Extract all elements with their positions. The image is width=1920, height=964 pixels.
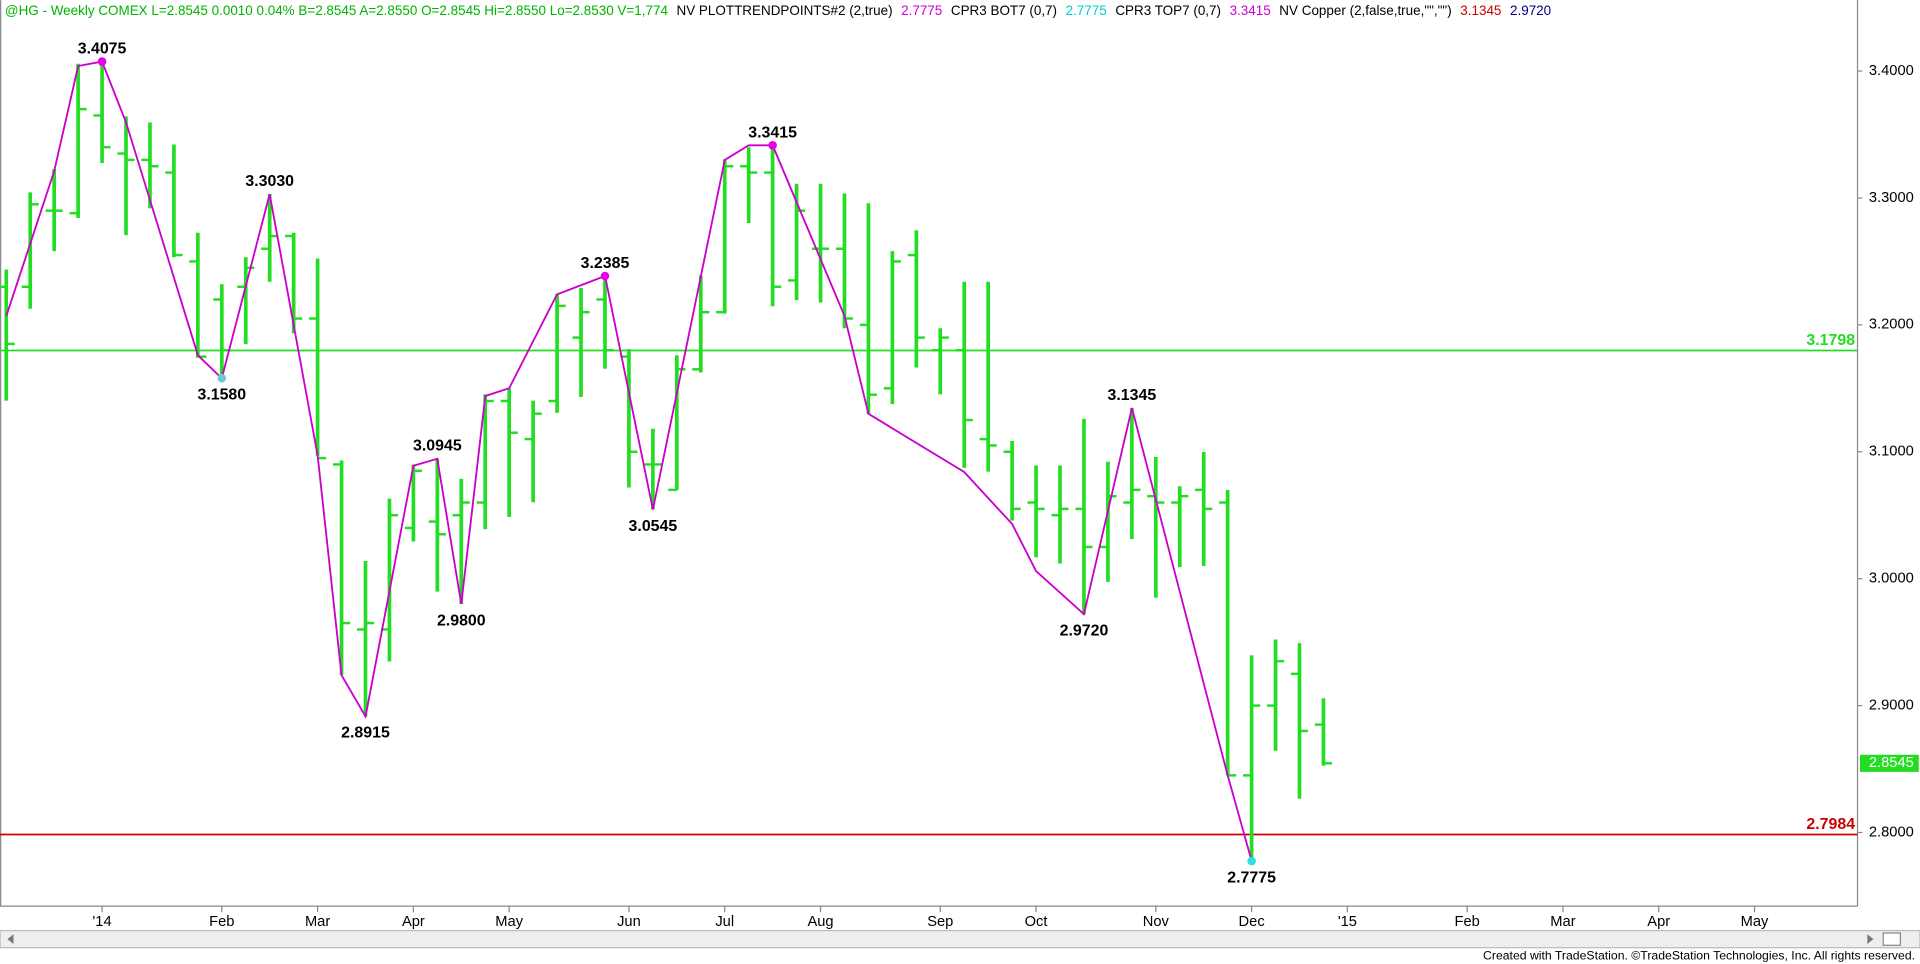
trend-point [97, 57, 107, 66]
pivot-label: 3.4075 [78, 41, 127, 58]
pivot-label: 3.3030 [245, 173, 294, 190]
x-tick-label: Feb [1454, 914, 1479, 930]
header: @HG - Weekly COMEX L=2.8545 0.0010 0.04%… [5, 3, 1551, 18]
x-tick-label: Mar [1550, 914, 1575, 930]
scroll-right[interactable] [1867, 934, 1874, 945]
header-segment: CPR3 BOT7 (0,7) [951, 3, 1057, 18]
x-tick-label: Apr [402, 914, 425, 930]
trend-point [1247, 856, 1256, 866]
header-segment: NV Copper (2,false,true,"","") [1279, 3, 1451, 18]
footer: Created with TradeStation. ©TradeStation… [1483, 949, 1915, 963]
header-segment: 2.7775 [1066, 3, 1107, 18]
x-tick-label: Aug [807, 914, 833, 930]
trend-line [5, 60, 1253, 862]
trend-point [768, 141, 777, 150]
pivot-label: 2.8915 [341, 725, 390, 742]
pivot-label: 3.3415 [748, 124, 797, 141]
plot-area [0, 57, 1858, 866]
x-tick-label: Sep [927, 914, 953, 930]
x-tick-label: Oct [1025, 914, 1048, 930]
header-segment: 2.9720 [1510, 3, 1551, 18]
header-segment: 2.7775 [901, 3, 942, 18]
pivot-label: 2.9720 [1060, 623, 1109, 640]
x-tick-label: Jul [715, 914, 734, 930]
y-tick-label: 3.3000 [1869, 190, 1914, 206]
x-tick-label: May [495, 914, 523, 930]
x-tick-label: Nov [1143, 914, 1170, 930]
x-tick-label: '15 [1338, 914, 1357, 930]
pivot-label: 3.1580 [197, 387, 246, 404]
trend-point [600, 271, 610, 281]
y-tick-label: 2.9000 [1869, 697, 1914, 713]
last-price-label: 2.8545 [1869, 755, 1914, 771]
pivot-label: 2.9800 [437, 612, 486, 629]
x-tick-label: Dec [1239, 914, 1265, 930]
y-tick-label: 3.1000 [1869, 444, 1914, 460]
header-segment: CPR3 TOP7 (0,7) [1115, 3, 1221, 18]
pivot-label: 3.0545 [629, 518, 678, 535]
y-tick-label: 3.0000 [1869, 571, 1914, 587]
x-tick-label: May [1741, 914, 1769, 930]
pivot-label: 3.0945 [413, 438, 462, 455]
scroll-left[interactable] [7, 934, 14, 945]
header-segment: @HG - Weekly COMEX L=2.8545 0.0010 0.04%… [5, 3, 669, 18]
header-segment: 3.1345 [1460, 3, 1501, 18]
pivot-label: 3.2385 [581, 255, 630, 272]
scrollbar[interactable] [0, 929, 1920, 949]
y-tick-label: 3.4000 [1869, 63, 1914, 79]
x-tick-label: Apr [1647, 914, 1670, 930]
y-tick-label: 3.2000 [1869, 317, 1914, 333]
pivot-label: 2.7775 [1227, 869, 1276, 886]
x-tick-label: Feb [209, 914, 234, 930]
trend-point [217, 373, 227, 383]
pivot-label: 3.1345 [1108, 387, 1157, 404]
h-line-label: 3.1798 [1806, 332, 1855, 349]
header-segment: NV PLOTTRENDPOINTS#2 (2,true) [677, 3, 893, 18]
y-tick-label: 2.8000 [1869, 824, 1914, 840]
h-line-label: 2.7984 [1806, 816, 1855, 833]
header-segment: 3.3415 [1230, 3, 1271, 18]
x-tick-label: Jun [617, 914, 641, 930]
x-tick-label: '14 [92, 914, 111, 930]
last-price-box [1859, 754, 1919, 772]
x-tick-label: Mar [305, 914, 330, 930]
scroll-thumb[interactable] [1882, 932, 1901, 946]
